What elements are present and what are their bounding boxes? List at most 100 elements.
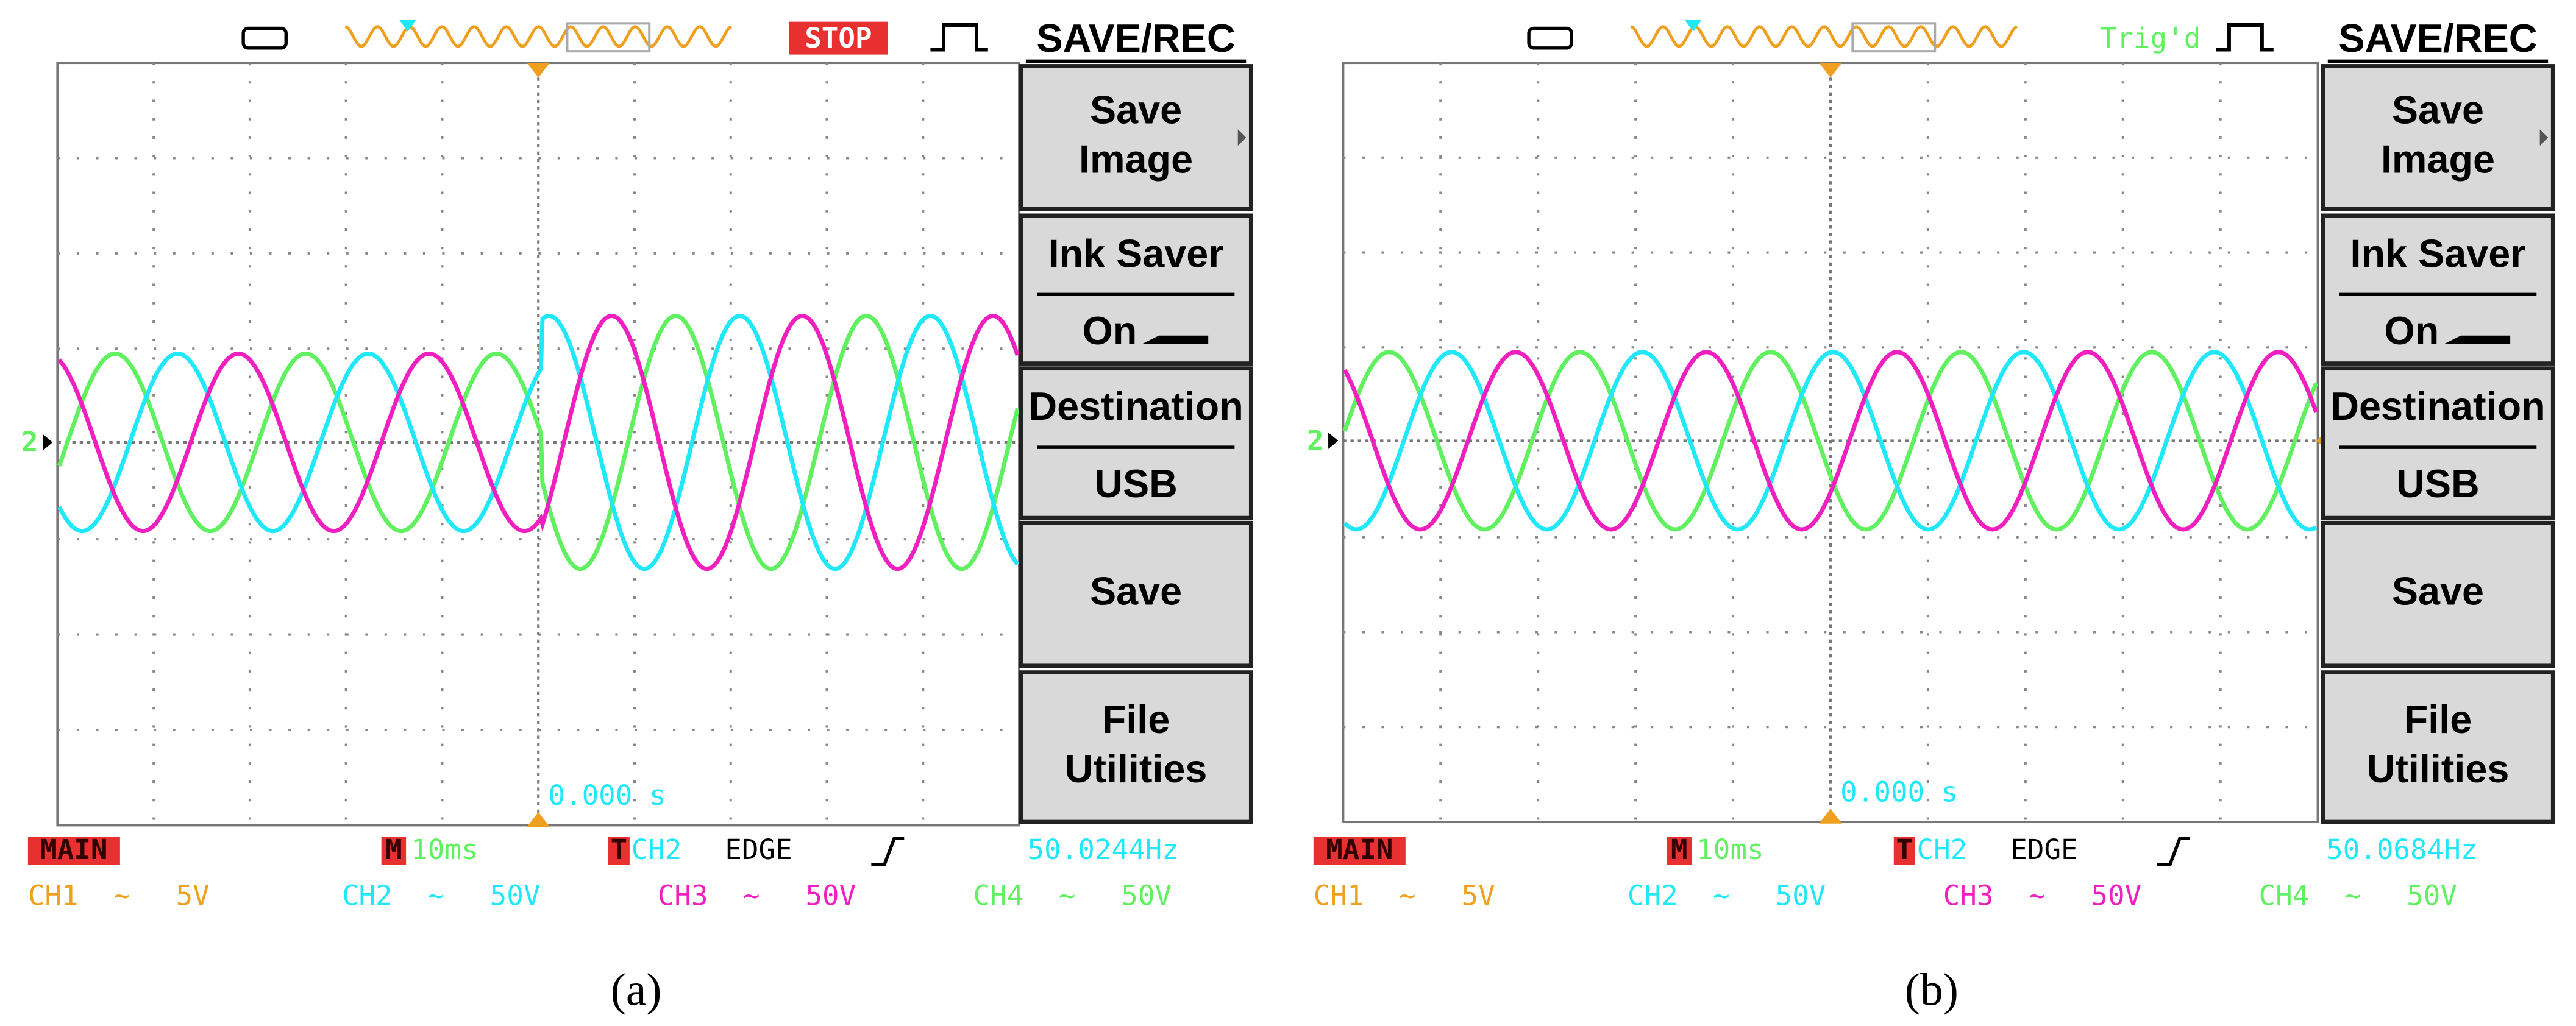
timebase-badge: M: [385, 833, 402, 866]
menu-label: File: [2404, 697, 2472, 741]
submenu-arrow: [1237, 129, 1247, 146]
view-window: [566, 22, 651, 53]
channel-marker: 2: [1307, 424, 1324, 457]
menu-label: Save: [1090, 569, 1182, 614]
waveform: [57, 313, 1020, 571]
mode: MAIN: [1326, 833, 1393, 866]
menu-label: Image: [2381, 136, 2495, 181]
channel-scale: 50V: [805, 879, 856, 912]
channel-coupling: ~: [2029, 879, 2046, 912]
trigger-marker: [1819, 808, 1842, 824]
channel-coupling: ~: [113, 879, 130, 912]
menu-button[interactable]: [1019, 64, 1253, 211]
menu-button[interactable]: [1019, 213, 1253, 366]
usb-icon: [241, 26, 288, 50]
menu-value: USB: [1094, 461, 1178, 506]
status: Trig'd: [2100, 21, 2201, 54]
ink-icon: [1142, 335, 1209, 344]
menu-label: Save: [2392, 87, 2484, 132]
menu-label: File: [1102, 697, 1170, 741]
view-window: [1851, 22, 1937, 53]
channel-scale: 5V: [176, 879, 210, 912]
badge: [381, 837, 407, 865]
channel-scale: 50V: [2091, 879, 2141, 912]
menu-value: On: [2384, 308, 2439, 353]
badge: [1313, 837, 1406, 865]
trigger-type: EDGE: [725, 833, 792, 866]
menu-label: Destination: [2330, 384, 2545, 428]
trigger-marker: [1819, 63, 1842, 78]
menu-button[interactable]: [1019, 670, 1253, 824]
channel-name: CH2: [342, 879, 393, 912]
ink-icon: [2444, 335, 2511, 344]
badge: [1667, 837, 1692, 865]
channel-name: CH3: [658, 879, 708, 912]
channel-scale: 50V: [1776, 879, 1826, 912]
menu-label: Save: [1090, 87, 1182, 132]
submenu-arrow: [2539, 129, 2549, 146]
mode: MAIN: [40, 833, 107, 866]
trigger-source: CH2: [632, 833, 682, 866]
menu-label: Image: [1079, 136, 1193, 181]
menu-label: Ink Saver: [2350, 231, 2526, 275]
caption: (a): [611, 965, 662, 1016]
channel-coupling: ~: [743, 879, 760, 912]
time-readout: 0.000 s: [548, 779, 666, 812]
channel-name: CH4: [2259, 879, 2310, 912]
channel-name: CH2: [1628, 879, 1678, 912]
channel-marker: 2: [21, 425, 38, 458]
menu-button[interactable]: [2321, 64, 2555, 211]
badge: [608, 837, 630, 865]
channel-name: CH1: [1314, 879, 1364, 912]
trigger-type: EDGE: [2010, 833, 2077, 866]
channel-scale: 50V: [2407, 879, 2457, 912]
menu-label: Utilities: [1065, 746, 1208, 791]
status-box: [789, 21, 888, 55]
menu-button[interactable]: [2321, 520, 2555, 668]
menu-title: SAVE/REC: [2338, 16, 2537, 60]
waveform: [57, 313, 1020, 571]
badge: [1893, 837, 1915, 865]
menu-label: Save: [2392, 569, 2484, 614]
edge-icon: [2157, 837, 2190, 866]
record-wave: [344, 25, 733, 48]
menu-value: USB: [2396, 461, 2480, 506]
trigger-badge: T: [1896, 833, 1913, 866]
trigger-position: [399, 19, 416, 32]
menu-label: Utilities: [2367, 746, 2510, 791]
frequency: 50.0244Hz: [1028, 833, 1179, 866]
timebase: 10ms: [1696, 833, 1763, 866]
channel-coupling: ~: [1059, 879, 1076, 912]
trigger-source: CH2: [1917, 833, 1968, 866]
menu-label: Destination: [1028, 384, 1243, 428]
record-wave: [1630, 25, 2018, 48]
channel-coupling: ~: [1713, 879, 1730, 912]
waveform: [1342, 350, 2319, 532]
pulse-icon: [2216, 23, 2274, 52]
waveform: [57, 313, 1020, 571]
menu-button[interactable]: [1019, 520, 1253, 668]
channel-name: CH4: [973, 879, 1024, 912]
menu-label: Ink Saver: [1048, 231, 1224, 275]
channel-scale: 5V: [1462, 879, 1495, 912]
pulse-icon: [930, 23, 988, 52]
usb-icon: [1527, 26, 1573, 50]
caption: (b): [1905, 965, 1959, 1016]
channel-name: CH1: [28, 879, 79, 912]
timebase-badge: M: [1671, 833, 1688, 866]
channel-scale: 50V: [1121, 879, 1172, 912]
menu-button[interactable]: [2321, 670, 2555, 824]
channel-coupling: ~: [2344, 879, 2361, 912]
trigger-marker: [527, 812, 550, 827]
menu-button[interactable]: [2321, 366, 2555, 520]
channel-marker-arrow: [1328, 432, 1339, 449]
time-readout: 0.000 s: [1840, 776, 1958, 808]
menu-button[interactable]: [1019, 366, 1253, 520]
waveform: [1343, 350, 2318, 532]
menu-value: On: [1082, 308, 1137, 353]
channel-scale: 50V: [490, 879, 541, 912]
screen-border: [56, 62, 1021, 827]
channel-name: CH3: [1943, 879, 1994, 912]
menu-button[interactable]: [2321, 213, 2555, 366]
